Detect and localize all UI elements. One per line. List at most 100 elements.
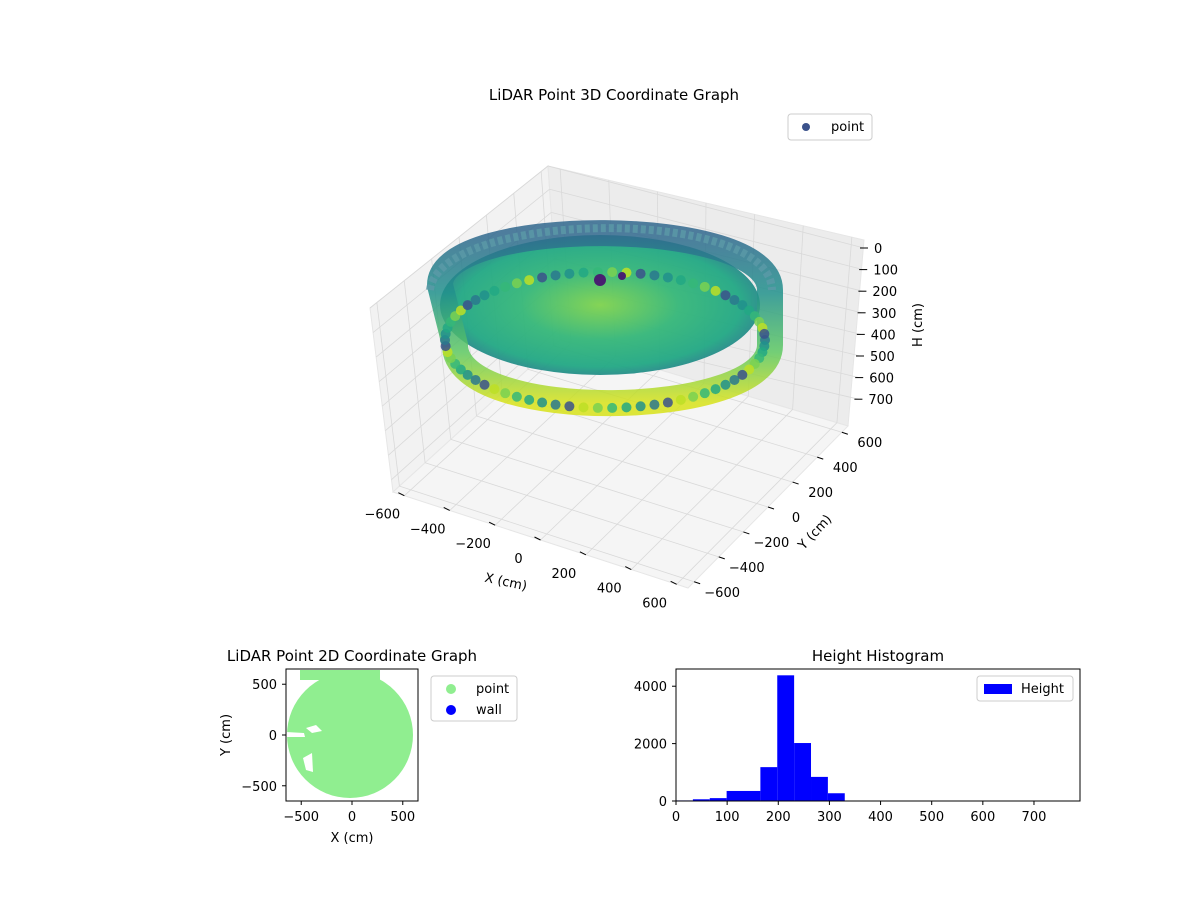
hist-bar [794, 743, 812, 801]
chart-2d-legend-marker-point [446, 684, 456, 694]
point-marker [649, 270, 660, 281]
point-marker [537, 272, 548, 283]
point-marker [578, 267, 589, 278]
chart-hist-xtick-label: 600 [970, 810, 995, 825]
point-marker [662, 272, 673, 283]
chart-2d-ticks: −500 0 500 500 0 −500 [241, 678, 415, 825]
chart-hist-legend: Height [976, 675, 1074, 702]
chart-3d-xlabel: X (cm) [483, 571, 528, 595]
chart-2d-gap [286, 732, 305, 737]
z-tick-label: 700 [868, 393, 893, 408]
x-tick-label: 0 [514, 552, 522, 567]
chart-2d-plot [286, 670, 413, 798]
point-marker [688, 391, 699, 402]
chart-hist-xtick-label: 500 [919, 810, 944, 825]
hist-bar [760, 767, 778, 801]
point-marker [737, 369, 748, 380]
chart-hist-legend-box [976, 675, 1074, 702]
chart-2d-legend: point wall [430, 675, 518, 722]
point-marker [524, 275, 535, 286]
y-tick-mark [743, 531, 750, 535]
chart-2d-points [300, 670, 380, 680]
x-tick-label: −600 [364, 508, 400, 523]
chart-2d-ytick-label: −500 [241, 780, 277, 795]
chart-2d-title: LiDAR Point 2D Coordinate Graph [227, 647, 477, 665]
hist-bar [777, 675, 795, 801]
chart-hist-ytick-label: 4000 [634, 680, 667, 695]
point-marker [462, 369, 473, 380]
point-marker [500, 388, 511, 399]
point-marker [479, 379, 490, 390]
chart-2d-xtick-label: 500 [390, 810, 415, 825]
point-marker [675, 275, 686, 286]
chart-hist-xtick-label: 700 [1022, 810, 1047, 825]
chart-3d-legend-label: point [831, 120, 864, 135]
point-marker [699, 388, 710, 399]
point-marker [607, 402, 618, 413]
point-marker [710, 285, 721, 296]
point-marker [489, 285, 500, 296]
point-marker [489, 384, 500, 395]
point-marker [511, 391, 522, 402]
x-tick-label: −200 [455, 537, 491, 552]
point-marker [524, 394, 535, 405]
chart-2d-xtick-label: −500 [283, 810, 319, 825]
point-marker [759, 328, 770, 339]
point-marker [550, 270, 561, 281]
x-tick-mark [443, 507, 450, 511]
chart-hist-xtick-label: 0 [672, 810, 680, 825]
chart-3d-legend-box [787, 113, 873, 141]
point-cloud-floor [440, 235, 760, 375]
y-tick-label: −600 [704, 586, 740, 601]
x-tick-mark [625, 566, 632, 570]
hist-bar [743, 790, 761, 801]
z-tick-label: 100 [873, 264, 898, 279]
point-marker [462, 300, 473, 311]
chart-3d: LiDAR Point 3D Coordinate Graph −600 −400… [364, 86, 926, 611]
z-tick-label: 400 [871, 328, 896, 343]
chart-hist: Height Histogram 0 100 200 300 400 500 600 7000… [634, 647, 1081, 825]
y-tick-mark [792, 481, 799, 485]
point-cloud-dark-cluster [594, 274, 606, 286]
x-tick-mark [670, 580, 677, 585]
x-tick-mark [534, 536, 541, 541]
point-marker [564, 401, 575, 412]
point-marker [511, 278, 522, 289]
point-marker [720, 290, 731, 301]
chart-hist-ytick-label: 2000 [634, 738, 667, 753]
chart-3d-legend-marker [802, 123, 810, 131]
point-marker [744, 364, 755, 375]
chart-2d-legend-label-wall: wall [476, 703, 502, 718]
point-marker [635, 401, 646, 412]
hist-bar [692, 799, 710, 801]
point-marker [455, 305, 466, 316]
chart-hist-legend-marker [984, 684, 1012, 694]
point-marker [550, 399, 561, 410]
x-tick-mark [579, 551, 587, 556]
z-tick-label: 300 [872, 307, 897, 322]
x-tick-label: 200 [551, 567, 576, 582]
point-marker [720, 379, 731, 390]
chart-hist-ytick-label: 0 [659, 795, 667, 810]
chart-3d-title: LiDAR Point 3D Coordinate Graph [489, 86, 739, 104]
chart-hist-frame [675, 668, 1081, 802]
point-marker [592, 402, 603, 413]
y-tick-mark [767, 506, 775, 510]
point-marker [470, 374, 481, 385]
chart-2d-points [287, 672, 413, 798]
chart-3d-legend: point [787, 113, 873, 141]
point-marker [470, 295, 481, 306]
z-tick-label: 200 [872, 285, 897, 300]
chart-2d-legend-label-point: point [476, 682, 509, 697]
point-marker [675, 394, 686, 405]
x-tick-label: −400 [410, 522, 446, 537]
point-marker [688, 278, 699, 289]
point-marker [479, 290, 490, 301]
z-tick-label: 500 [870, 350, 895, 365]
y-tick-mark [841, 431, 849, 435]
y-tick-mark [693, 581, 701, 585]
point-cloud-dark-cluster [618, 272, 626, 280]
y-tick-mark [817, 456, 824, 460]
point-cloud-ring-top [426, 224, 776, 291]
